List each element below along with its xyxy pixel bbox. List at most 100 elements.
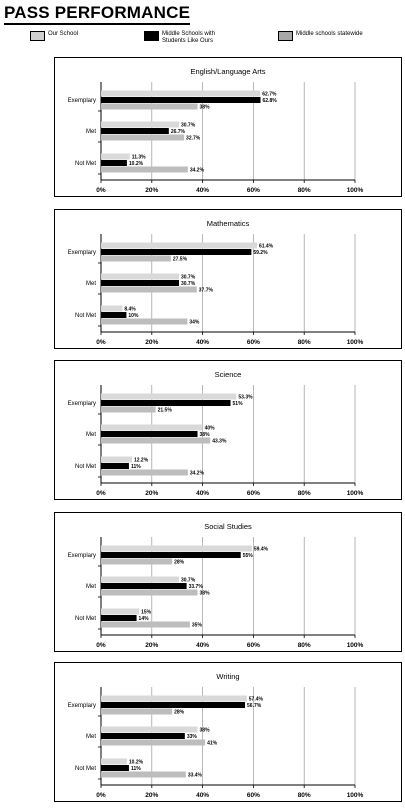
x-tick-label: 60%: [247, 792, 260, 799]
data-label: 51%: [233, 401, 244, 407]
x-tick-label: 80%: [298, 642, 311, 649]
category-label: Not Met: [75, 616, 96, 622]
category-label: Not Met: [75, 313, 96, 319]
x-tick-label: 80%: [298, 792, 311, 799]
data-label: 37.7%: [199, 288, 214, 294]
data-label: 59.2%: [253, 250, 268, 256]
bar-statewide: [101, 166, 188, 173]
data-label: 62.7%: [262, 92, 277, 98]
bar-like-ours: [101, 765, 129, 771]
data-label: 55%: [243, 553, 254, 559]
category-label: Met: [86, 432, 96, 438]
bar-like-ours: [101, 280, 179, 286]
category-label: Exemplary: [68, 703, 96, 709]
category-label: Met: [86, 129, 96, 135]
data-label: 34.2%: [190, 471, 205, 477]
data-label: 40%: [205, 426, 216, 432]
bar-statewide: [101, 621, 190, 628]
legend-swatch-like-ours: [144, 31, 159, 41]
chart-panel-ela: English/Language Arts 0% 20% 40% 60% 80% 100% E…: [54, 57, 402, 197]
bar-our-school: [101, 424, 203, 431]
x-tick-label: 100%: [347, 339, 364, 346]
data-label: 38%: [200, 105, 211, 111]
data-label: 21.5%: [158, 408, 173, 414]
x-tick-label: 40%: [196, 642, 209, 649]
data-label: 30.7%: [181, 275, 196, 281]
bar-like-ours: [101, 312, 127, 318]
data-label: 26.7%: [171, 129, 186, 135]
bar-our-school: [101, 242, 257, 249]
x-tick-label: 0%: [96, 490, 106, 497]
chart-panel-writing: Writing 0% 20% 40% 60% 80% 100% Exemplary 57.4% 5…: [54, 662, 402, 802]
bar-statewide: [101, 739, 206, 746]
chart-svg-ela: English/Language Arts 0% 20% 40% 60% 80% 100% E…: [68, 67, 364, 194]
data-label: 11%: [131, 766, 141, 772]
category-label: Met: [86, 734, 96, 740]
data-label: 8.4%: [124, 307, 136, 313]
x-tick-label: 80%: [298, 490, 311, 497]
data-label: 34%: [189, 320, 200, 326]
category-label: Not Met: [75, 464, 96, 470]
bar-our-school: [101, 153, 130, 160]
legend-swatch-our-school: [30, 31, 45, 41]
bar-statewide: [101, 469, 188, 476]
x-tick-label: 20%: [145, 792, 158, 799]
chart-title: Science: [215, 370, 242, 379]
bar-like-ours: [101, 463, 129, 469]
x-tick-label: 60%: [247, 642, 260, 649]
x-tick-label: 100%: [347, 792, 364, 799]
x-tick-label: 20%: [145, 187, 158, 194]
bar-like-ours: [101, 552, 241, 558]
data-label: 14%: [139, 616, 150, 622]
data-label: 10%: [128, 313, 139, 319]
x-tick-label: 40%: [196, 187, 209, 194]
x-tick-label: 0%: [96, 642, 106, 649]
bar-like-ours: [101, 249, 252, 255]
x-tick-label: 40%: [196, 490, 209, 497]
bar-statewide: [101, 558, 173, 565]
category-label: Not Met: [75, 161, 96, 167]
x-tick-label: 0%: [96, 187, 106, 194]
chart-svg-math: Mathematics 0% 20% 40% 60% 80% 100% Exemplary 61…: [68, 219, 364, 346]
legend-item-like-ours: Middle Schools with Students Like Ours: [144, 31, 232, 45]
x-tick-label: 20%: [145, 642, 158, 649]
data-label: 28%: [174, 560, 185, 566]
data-label: 33.7%: [189, 584, 204, 590]
legend-label-our-school: Our School: [48, 31, 79, 37]
data-label: 59.4%: [254, 547, 269, 553]
data-label: 27.5%: [173, 257, 188, 263]
data-label: 10.2%: [129, 161, 144, 167]
legend-item-our-school: Our School: [30, 31, 118, 41]
data-label: 11%: [131, 464, 141, 470]
category-label: Exemplary: [68, 401, 96, 407]
data-label: 38%: [200, 591, 211, 597]
data-label: 38%: [200, 432, 211, 438]
bar-like-ours: [101, 733, 185, 739]
bar-our-school: [101, 758, 127, 765]
data-label: 38%: [200, 728, 211, 734]
x-tick-label: 100%: [347, 187, 364, 194]
category-label: Exemplary: [68, 553, 96, 559]
bar-our-school: [101, 608, 140, 615]
bar-our-school: [101, 121, 179, 128]
category-label: Exemplary: [68, 98, 96, 104]
data-label: 56.7%: [247, 703, 262, 709]
bar-like-ours: [101, 97, 261, 103]
data-label: 41%: [207, 741, 218, 747]
bar-our-school: [101, 90, 261, 97]
x-tick-label: 20%: [145, 490, 158, 497]
data-label: 35%: [192, 623, 203, 629]
data-label: 30.7%: [181, 578, 196, 584]
data-label: 57.4%: [249, 697, 264, 703]
bar-like-ours: [101, 431, 198, 437]
category-label: Not Met: [75, 766, 96, 772]
legend-item-statewide: Middle schools statewide: [278, 31, 396, 41]
category-label: Exemplary: [68, 250, 96, 256]
bar-statewide: [101, 437, 211, 444]
bar-our-school: [101, 456, 132, 463]
bar-statewide: [101, 255, 171, 262]
category-label: Met: [86, 584, 96, 590]
bar-like-ours: [101, 160, 127, 166]
x-tick-label: 100%: [347, 642, 364, 649]
x-tick-label: 60%: [247, 187, 260, 194]
